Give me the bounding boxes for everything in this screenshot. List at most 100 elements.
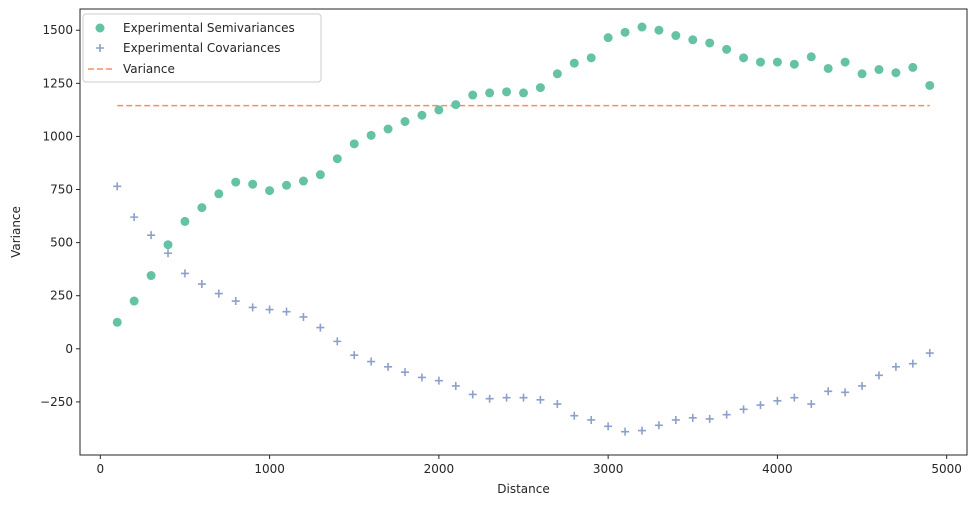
covariance-point [502, 393, 511, 402]
semivariance-point [197, 203, 207, 213]
y-axis-label: Variance [9, 206, 23, 258]
covariance-point [468, 390, 477, 399]
semivariance-point [671, 31, 681, 41]
semivariance-point [366, 130, 376, 140]
covariance-point [316, 323, 325, 332]
covariance-point [282, 307, 291, 316]
covariance-point [570, 411, 579, 420]
covariance-point [587, 415, 596, 424]
covariance-point [891, 362, 900, 371]
covariance-point [637, 426, 646, 435]
x-tick-label: 2000 [424, 462, 455, 476]
covariance-point [553, 400, 562, 409]
semivariance-point [789, 59, 799, 69]
semivariance-point [451, 100, 461, 110]
covariance-point [333, 337, 342, 346]
covariance-point [654, 421, 663, 430]
semivariance-point [806, 52, 816, 62]
semivariance-point [129, 296, 139, 306]
semivariance-point [925, 80, 935, 90]
covariance-point [908, 359, 917, 368]
semivariance-point [265, 186, 275, 196]
semivariance-point [755, 57, 765, 67]
covariance-point [841, 388, 850, 397]
semivariance-point [468, 90, 478, 100]
x-tick-label: 3000 [593, 462, 624, 476]
semivariance-point [349, 139, 359, 149]
covariance-point [451, 381, 460, 390]
semivariance-point [519, 88, 528, 98]
covariance-point [874, 371, 883, 380]
covariance-point [350, 351, 359, 360]
covariance-point [147, 231, 156, 240]
x-tick-label: 1000 [254, 462, 285, 476]
semivariance-point [434, 105, 444, 115]
covariance-point [197, 280, 206, 289]
y-axis-ticks: −250 0 250 500 750 1000 1250 1500 [40, 23, 80, 409]
covariance-point [248, 303, 257, 312]
semivariance-point [535, 83, 545, 93]
semivariance-point [620, 27, 630, 37]
semivariance-point [739, 53, 749, 63]
semivariance-point [282, 180, 292, 190]
y-tick-label: 1000 [42, 129, 73, 143]
covariance-point [113, 182, 122, 191]
semivariance-point [298, 176, 308, 186]
covariance-point [180, 269, 189, 278]
legend-label-semivariances: Experimental Semivariances [123, 21, 295, 35]
covariance-point [773, 396, 782, 405]
semivariance-point [823, 63, 833, 73]
covariance-point [519, 393, 528, 402]
covariance-point [434, 376, 443, 385]
covariance-point [130, 213, 139, 222]
semivariance-point [705, 38, 715, 48]
semivariance-point [146, 271, 156, 281]
semivariance-point [417, 110, 427, 120]
covariance-point [790, 393, 799, 402]
semivariance-point [891, 68, 901, 78]
covariance-point [925, 349, 934, 358]
covariance-point [231, 297, 240, 306]
semivariance-point [332, 154, 342, 164]
covariance-point [604, 422, 613, 431]
y-tick-label: 250 [50, 289, 73, 303]
semivariance-point [569, 58, 579, 68]
legend: Experimental Semivariances Experimental … [82, 13, 322, 83]
semivariance-point [315, 170, 325, 180]
semivariance-point [180, 216, 190, 226]
y-tick-label: 1250 [42, 76, 73, 90]
semivariance-point [586, 53, 596, 63]
covariance-point [739, 405, 748, 414]
covariance-point [485, 394, 494, 403]
x-tick-label: 4000 [762, 462, 793, 476]
semivariance-point [857, 69, 867, 79]
semivariance-point [772, 57, 782, 67]
x-tick-label: 0 [96, 462, 104, 476]
covariance-point [688, 413, 697, 422]
semivariance-point [400, 117, 410, 127]
y-tick-label: −250 [40, 395, 73, 409]
x-tick-label: 5000 [931, 462, 962, 476]
semivariance-point [231, 177, 241, 187]
covariance-point [214, 289, 223, 298]
semivariance-point [485, 88, 495, 98]
semivariance-point [603, 33, 613, 43]
covariance-point [299, 312, 308, 321]
covariance-point [722, 410, 731, 419]
covariance-point [756, 401, 765, 410]
semivariance-point [383, 124, 393, 134]
covariance-point [671, 415, 680, 424]
legend-symbol-semivariances [95, 23, 105, 33]
semivariance-point [112, 317, 122, 327]
covariance-point [807, 400, 816, 409]
semivariance-point [214, 189, 224, 199]
covariance-point [265, 305, 274, 314]
semivariance-point [637, 22, 647, 32]
covariance-point [401, 368, 410, 377]
legend-box [82, 13, 322, 83]
semivariance-point [552, 69, 562, 79]
legend-label-variance: Variance [123, 62, 175, 76]
semivariance-point [654, 25, 664, 35]
legend-symbol-covariances [96, 44, 104, 52]
x-axis-ticks: 0 1000 2000 3000 4000 5000 [96, 455, 962, 476]
